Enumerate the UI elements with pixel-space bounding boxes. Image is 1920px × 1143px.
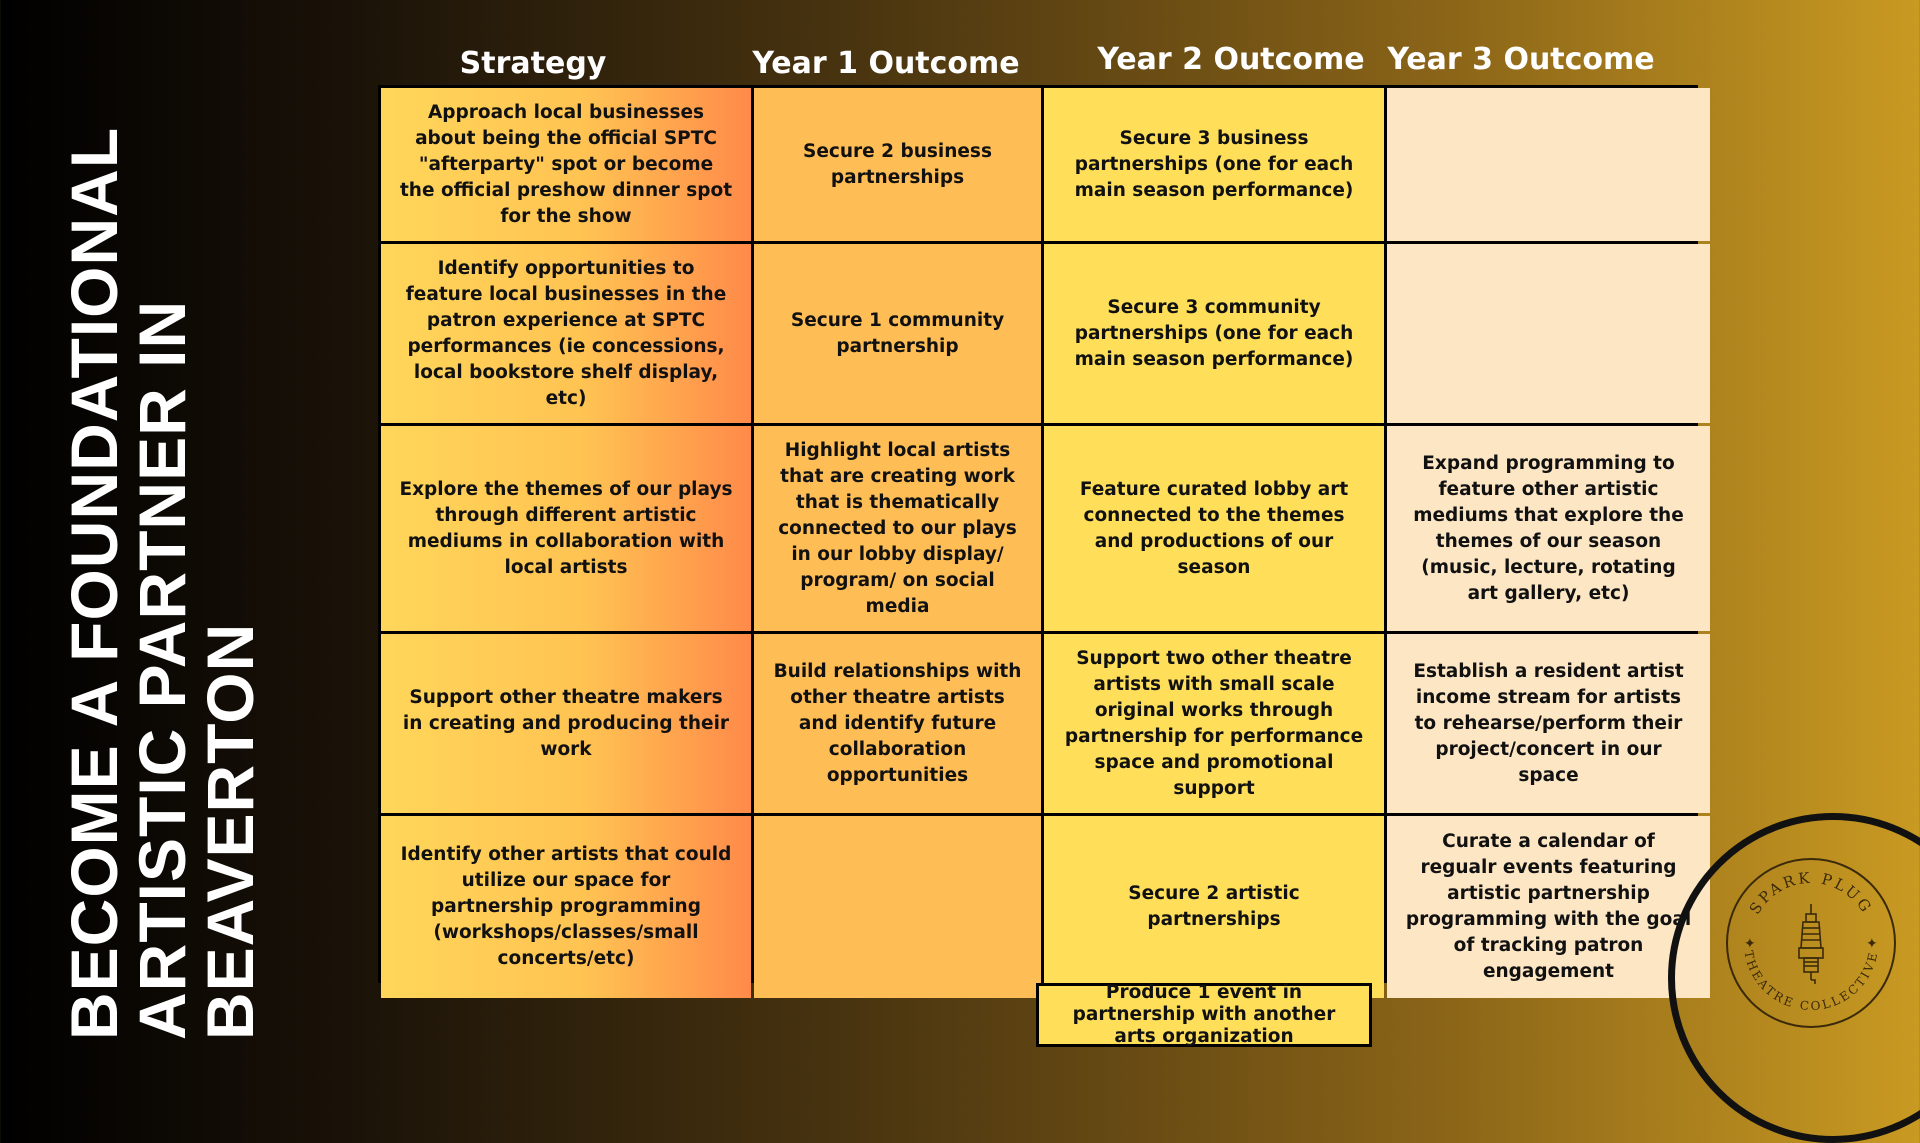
page-title-line-2: ARTISTIC PARTNER IN (125, 299, 199, 1040)
table-cell-year3 (1387, 88, 1710, 241)
table-cell-strategy: Identify opportunities to feature local … (381, 244, 751, 423)
theatre-logo: SPARK PLUG THEATRE COLLECTIVE ✦ ✦ (1726, 858, 1896, 1028)
table-cell-year3: Curate a calendar of regualr events feat… (1387, 816, 1710, 998)
page-title-line-1: BECOME A FOUNDATIONAL (57, 126, 131, 1040)
table-cell-strategy: Identify other artists that could utiliz… (381, 816, 751, 998)
page-title-line-3: BEAVERTON (193, 622, 267, 1040)
header-year3: Year 3 Outcome (1387, 42, 1655, 77)
table-cell-year3: Expand programming to feature other arti… (1387, 426, 1710, 631)
table-cell-year2: Support two other theatre artists with s… (1044, 634, 1384, 813)
table-cell-strategy: Approach local businesses about being th… (381, 88, 751, 241)
page-title: BECOME A FOUNDATIONAL ARTISTIC PARTNER I… (57, 100, 267, 1040)
table-cell-year3: Establish a resident artist income strea… (1387, 634, 1710, 813)
table-cell-year2: Secure 2 artistic partnerships (1044, 816, 1384, 998)
header-year1: Year 1 Outcome (752, 46, 1020, 81)
table-cell-year3 (1387, 244, 1710, 423)
strategy-table: Approach local businesses about being th… (378, 85, 1710, 998)
svg-text:THEATRE COLLECTIVE: THEATRE COLLECTIVE (1741, 949, 1880, 1013)
table-cell-strategy: Support other theatre makers in creating… (381, 634, 751, 813)
table-cell-year1 (754, 816, 1041, 998)
table-cell-year1: Highlight local artists that are creatin… (754, 426, 1041, 631)
table-cell-strategy: Explore the themes of our plays through … (381, 426, 751, 631)
table-cell-year1: Secure 1 community partnership (754, 244, 1041, 423)
table-cell-year2: Feature curated lobby art connected to t… (1044, 426, 1384, 631)
table-cell-year1: Build relationships with other theatre a… (754, 634, 1041, 813)
star-icon-left: ✦ (1744, 936, 1756, 952)
star-icon-right: ✦ (1866, 936, 1878, 952)
header-strategy: Strategy (459, 46, 607, 81)
table-cell-year2: Secure 3 business partnerships (one for … (1044, 88, 1384, 241)
spark-plug-icon (1798, 904, 1824, 984)
logo-bottom-text: THEATRE COLLECTIVE (1741, 949, 1878, 1013)
table-cell-year2: Secure 3 community partnerships (one for… (1044, 244, 1384, 423)
extra-year2-outcome: Produce 1 event in partnership with anot… (1036, 982, 1372, 1047)
table-cell-year1: Secure 2 business partnerships (754, 88, 1041, 241)
header-year2: Year 2 Outcome (1097, 42, 1365, 77)
